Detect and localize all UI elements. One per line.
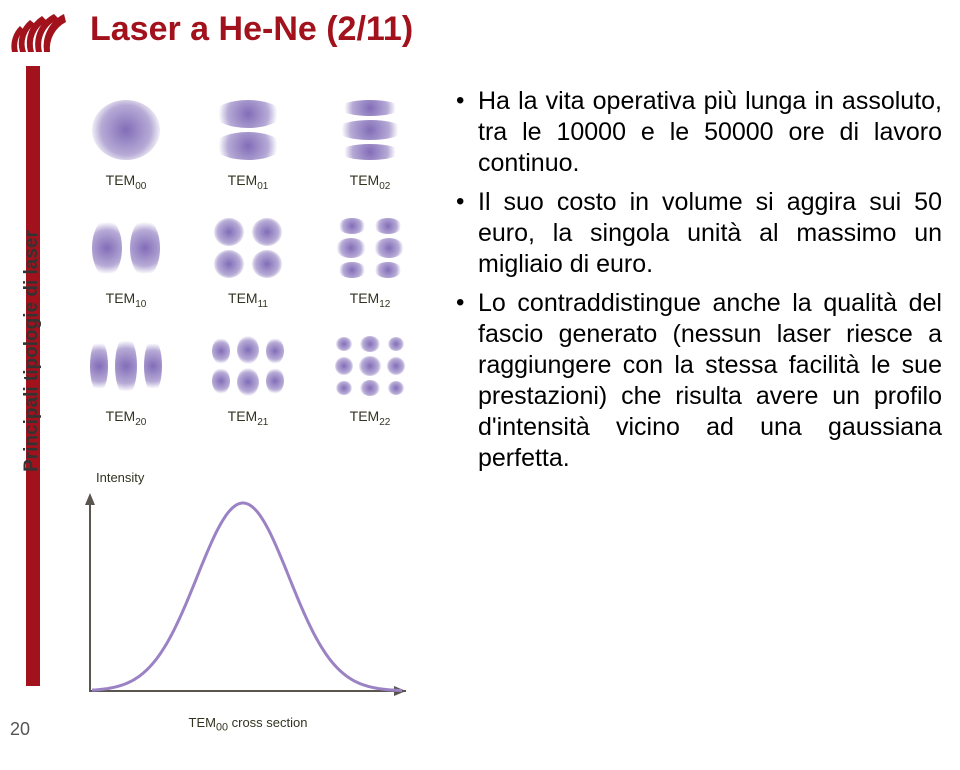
tem-row: TEM20 TEM21 bbox=[78, 330, 418, 428]
slide-title: Laser a He-Ne (2/11) bbox=[90, 10, 413, 49]
tem-cell-12: TEM12 bbox=[322, 212, 418, 310]
tem-cell-01: TEM01 bbox=[200, 94, 296, 192]
bullet-item: Ha la vita operativa più lunga in assolu… bbox=[456, 86, 942, 179]
intensity-plot: Intensity TEM00 cross section bbox=[78, 470, 418, 770]
tem-cell-21: TEM21 bbox=[200, 330, 296, 428]
tem-cell-11: TEM11 bbox=[200, 212, 296, 310]
bullet-list: Ha la vita operativa più lunga in assolu… bbox=[456, 86, 950, 482]
tem-figure: TEM00 TEM01 TEM02 bbox=[58, 80, 438, 710]
tem-cell-02: TEM02 bbox=[322, 94, 418, 192]
tem-row: TEM00 TEM01 TEM02 bbox=[78, 94, 418, 192]
gaussian-curve bbox=[78, 491, 408, 711]
tem-cell-00: TEM00 bbox=[78, 94, 174, 192]
page-number: 20 bbox=[10, 719, 30, 740]
sidebar-label: Principali tipologie di laser bbox=[21, 221, 43, 481]
bullet-item: Il suo costo in volume si aggira sui 50 … bbox=[456, 187, 942, 280]
tem-cell-10: TEM10 bbox=[78, 212, 174, 310]
brand-logo bbox=[8, 8, 66, 56]
intensity-label: Intensity bbox=[78, 470, 418, 485]
tem-cell-22: TEM22 bbox=[322, 330, 418, 428]
tem-row: TEM10 TEM11 bbox=[78, 212, 418, 310]
tem-cell-20: TEM20 bbox=[78, 330, 174, 428]
tem-mode-grid: TEM00 TEM01 TEM02 bbox=[78, 94, 418, 447]
cross-section-label: TEM00 cross section bbox=[78, 715, 418, 734]
bullet-item: Lo contraddistingue anche la qualità del… bbox=[456, 288, 942, 474]
